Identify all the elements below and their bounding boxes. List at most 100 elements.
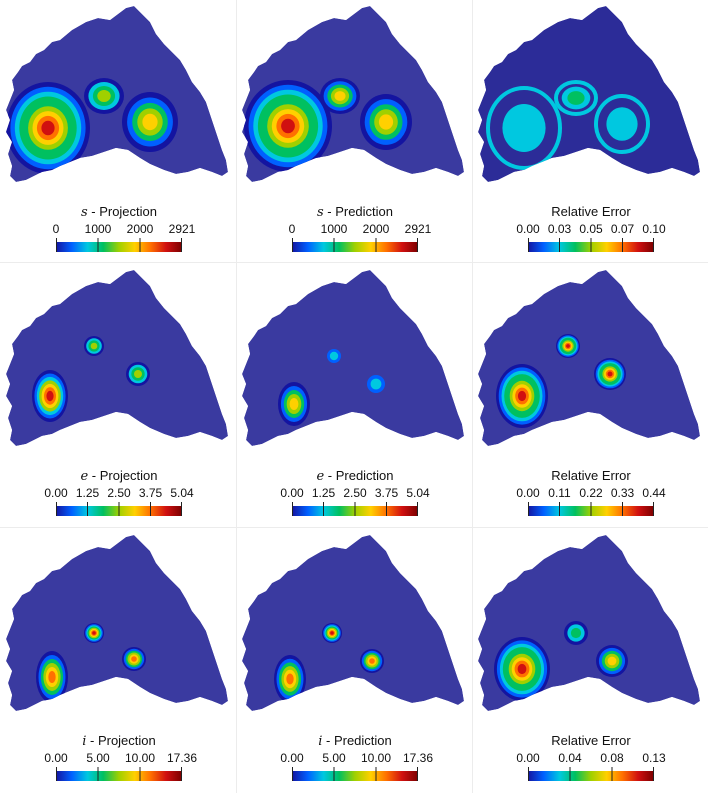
region-map <box>242 535 464 711</box>
field-contour <box>378 114 394 130</box>
region-map <box>6 270 228 446</box>
gradient-bar <box>56 771 182 781</box>
region-map <box>478 6 700 182</box>
colorbar-gradient <box>56 502 182 516</box>
colorbar-title: i - Prediction <box>292 733 418 749</box>
region-map <box>478 535 700 711</box>
field-contour <box>329 351 339 361</box>
colorbar-tick-label: 0.13 <box>642 751 666 765</box>
colorbar-tick-label: 2.50 <box>107 486 131 500</box>
colorbar-tick-label: 2000 <box>126 222 154 236</box>
colorbar-title: e - Projection <box>56 468 182 484</box>
colorbar-tick-label: 0 <box>52 222 60 236</box>
colorbar-label: - Projection <box>88 468 158 483</box>
field-contour <box>517 663 527 675</box>
colorbar-label: - Prediction <box>324 468 394 483</box>
colorbar-label: Relative Error <box>551 733 631 748</box>
colorbar-gradient <box>528 767 654 781</box>
colorbar-gradient <box>292 238 418 252</box>
field-contour <box>334 91 346 101</box>
colorbar: s - Prediction 0 1000 2000 2921 <box>288 204 431 256</box>
colorbar-tick-label: 0.00 <box>44 751 68 765</box>
colorbar-title: e - Prediction <box>292 468 418 484</box>
variable-symbol: s <box>316 205 324 220</box>
colorbar: e - Projection 0.00 1.25 2.50 3.75 5.04 <box>44 468 194 520</box>
gradient-bar <box>292 771 418 781</box>
region-shape <box>6 270 228 446</box>
gradient-bar <box>56 242 182 252</box>
colorbar-tick-label: 0.22 <box>579 486 603 500</box>
colorbar-tick-label: 0.00 <box>280 751 304 765</box>
colorbar-tick-label: 17.36 <box>166 751 198 765</box>
colorbar-gradient <box>56 767 182 781</box>
field-contour <box>289 398 299 410</box>
column-divider <box>236 0 237 793</box>
colorbar-title: s - Prediction <box>292 204 418 220</box>
field-contour <box>134 370 142 378</box>
variable-symbol: i <box>82 734 87 749</box>
colorbar-tick-label: 10.00 <box>360 751 392 765</box>
colorbar-tick-label: 3.75 <box>374 486 399 500</box>
colorbar-tick-label: 0.04 <box>558 751 582 765</box>
panel-e_pred: e - Prediction 0.00 1.25 2.50 3.75 5.04 <box>236 264 472 526</box>
colorbar-tick-label: 0.33 <box>610 486 635 500</box>
colorbar: Relative Error 0.00 0.11 0.22 0.33 0.44 <box>516 468 666 520</box>
panel-e_proj: e - Projection 0.00 1.25 2.50 3.75 5.04 <box>0 264 236 526</box>
field-contour <box>370 378 382 390</box>
colorbar-tick-label: 5.00 <box>322 751 346 765</box>
field-contour <box>90 342 98 350</box>
variable-symbol: e <box>316 469 325 484</box>
field-contour <box>517 390 527 402</box>
variable-symbol: e <box>80 469 89 484</box>
colorbar-tick-label: 0.10 <box>642 222 666 236</box>
colorbar: Relative Error 0.00 0.03 0.05 0.07 0.10 <box>516 204 666 256</box>
panel-e_err: Relative Error 0.00 0.11 0.22 0.33 0.44 <box>472 264 708 526</box>
field-contour <box>41 120 55 136</box>
colorbar-tick-label: 1000 <box>84 222 112 236</box>
field-contour <box>567 91 585 105</box>
colorbar-gradient <box>292 767 418 781</box>
region-map <box>242 270 464 446</box>
field-contour <box>46 390 54 402</box>
panel-s_proj: s - Projection 0 1000 2000 2921 <box>0 0 236 262</box>
colorbar-tick-label: 0.00 <box>516 486 540 500</box>
colorbar-tick-label: 5.04 <box>406 486 430 500</box>
colorbar-title: s - Projection <box>56 204 182 220</box>
colorbar-tick-label: 1.25 <box>311 486 336 500</box>
panel-s_pred: s - Prediction 0 1000 2000 2921 <box>236 0 472 262</box>
colorbar-title: Relative Error <box>528 468 654 483</box>
field-contour <box>281 118 295 134</box>
field-contour <box>142 113 158 131</box>
colorbar-tick-label: 2.50 <box>343 486 367 500</box>
colorbar-tick-label: 0.03 <box>547 222 572 236</box>
field-contour <box>594 94 650 154</box>
panel-i_pred: i - Prediction 0.00 5.00 10.00 17.36 <box>236 529 472 791</box>
colorbar: s - Projection 0 1000 2000 2921 <box>52 204 195 256</box>
colorbar-title: Relative Error <box>528 733 654 748</box>
variable-symbol: i <box>318 734 323 749</box>
colorbar-tick-label: 0.00 <box>516 222 540 236</box>
colorbar-tick-label: 17.36 <box>402 751 434 765</box>
colorbar-tick-label: 3.75 <box>138 486 163 500</box>
field-contour <box>330 631 334 635</box>
panel-i_proj: i - Projection 0.00 5.00 10.00 17.36 <box>0 529 236 791</box>
colorbar: i - Projection 0.00 5.00 10.00 17.36 <box>44 733 197 785</box>
colorbar-title: Relative Error <box>528 204 654 219</box>
colorbar-gradient <box>56 238 182 252</box>
colorbar-tick-label: 0.00 <box>516 751 540 765</box>
field-contour <box>502 104 546 152</box>
row-divider <box>0 527 708 528</box>
colorbar-label: Relative Error <box>551 468 631 483</box>
field-contour <box>486 86 562 170</box>
field-contour <box>570 627 582 639</box>
colorbar-tick-label: 5.00 <box>86 751 110 765</box>
colorbar-tick-label: 0 <box>288 222 296 236</box>
colorbar-tick-label: 1.25 <box>75 486 100 500</box>
field-contour <box>131 656 137 662</box>
field-contour <box>554 80 598 116</box>
colorbar-label: - Prediction <box>323 204 394 219</box>
column-divider <box>472 0 473 793</box>
colorbar-tick-label: 2921 <box>168 222 196 236</box>
field-contour <box>566 344 570 348</box>
